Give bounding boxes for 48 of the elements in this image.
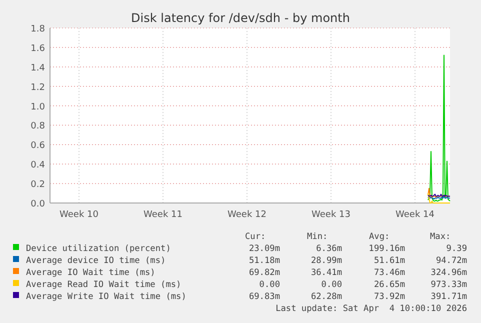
x-tick-label: Week 11	[144, 210, 182, 220]
text: 28.99m	[310, 256, 342, 266]
text: 23.09m	[248, 244, 280, 254]
legend-label: Average Read IO Wait time (ms)	[26, 280, 182, 290]
y-tick-label: 1.4	[30, 63, 46, 74]
text: 51.18m	[248, 256, 280, 266]
text: 391.71m	[430, 292, 467, 302]
y-tick-label: 1.6	[30, 44, 46, 54]
text: Cur:	[245, 232, 266, 242]
text: 51.61m	[374, 256, 405, 266]
x-tick-label: Week 10	[60, 210, 99, 220]
text: Avg:	[369, 232, 390, 242]
y-tick-label: 0.4	[30, 160, 46, 171]
legend-label: Average Write IO Wait time (ms)	[26, 292, 186, 302]
line-series	[428, 192, 450, 204]
text: Max:	[430, 232, 451, 242]
text: 0.00	[259, 280, 280, 290]
text: 9.39	[446, 244, 467, 254]
x-tick-label: Week 13	[312, 210, 350, 220]
x-tick-label: Week 14	[396, 210, 435, 220]
text: 324.96m	[430, 268, 467, 278]
text: 94.72m	[436, 256, 467, 266]
legend-label: Average IO Wait time (ms)	[26, 268, 156, 278]
text: 973.33m	[430, 280, 467, 290]
x-tick-label: Week 12	[228, 210, 266, 220]
text: 62.28m	[310, 292, 342, 302]
text: 6.36m	[316, 244, 342, 254]
line-series	[428, 54, 450, 202]
text: 73.46m	[374, 268, 405, 278]
text: 69.83m	[248, 292, 280, 302]
y-tick-label: 0.6	[30, 141, 46, 152]
text: 36.41m	[310, 268, 342, 278]
y-tick-label: 0.0	[30, 200, 46, 210]
y-tick-label: 0.2	[30, 180, 45, 190]
y-tick-label: 1.0	[30, 102, 46, 112]
legend-label: Device utilization (percent)	[26, 244, 171, 254]
text: 69.82m	[248, 268, 280, 278]
text: Last update: Sat Apr 4 10:00:10 2026	[276, 304, 467, 314]
text: Min:	[307, 232, 328, 242]
y-tick-label: 1.2	[30, 82, 45, 93]
legend-label: Average device IO time (ms)	[26, 256, 166, 266]
y-tick-label: 0.8	[30, 122, 46, 132]
text: 26.65m	[374, 280, 405, 290]
chart-title: Disk latency for /dev/sdh - by month	[131, 11, 350, 25]
text: 0.00	[321, 280, 342, 290]
text: 199.16m	[368, 244, 405, 254]
y-tick-label: 1.8	[30, 24, 46, 34]
text: 73.92m	[374, 292, 405, 302]
